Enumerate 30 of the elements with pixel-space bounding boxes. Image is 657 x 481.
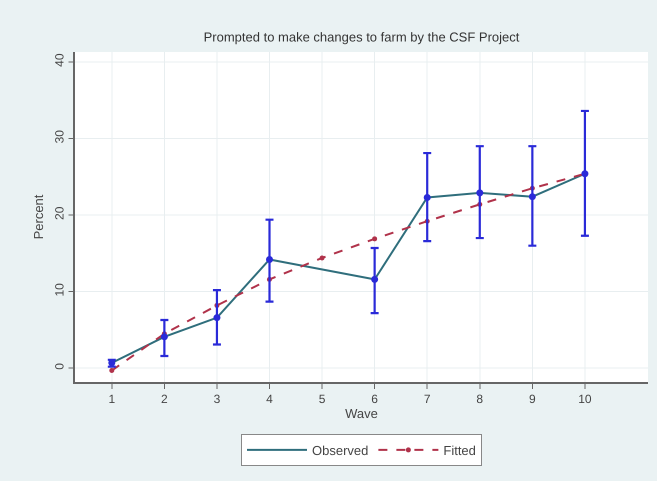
point [160, 333, 168, 340]
point [476, 189, 484, 196]
point [109, 368, 114, 374]
x-tick-label: 5 [318, 392, 326, 406]
x-axis-title: Wave [345, 406, 378, 422]
x-tick-label: 7 [424, 392, 431, 406]
y-tick-label: 10 [52, 282, 66, 297]
y-axis-title: Percent [30, 194, 46, 240]
x-tick-label: 1 [108, 392, 116, 406]
legend-label: Observed [312, 443, 368, 458]
point [424, 194, 431, 201]
legend-label: Fitted [443, 443, 476, 458]
y-tick-label: 20 [52, 206, 66, 220]
point [372, 236, 378, 242]
point [371, 276, 378, 283]
point [528, 193, 536, 200]
x-tick-label: 10 [578, 392, 592, 406]
x-tick-label: 8 [476, 392, 484, 406]
x-tick-label: 3 [214, 392, 221, 406]
x-tick-label: 9 [529, 392, 536, 406]
x-tick-label: 2 [161, 392, 168, 406]
chart-title: Prompted to make changes to farm by the CSF Project [204, 30, 520, 45]
point [266, 256, 273, 263]
point [320, 255, 325, 260]
x-tick-label: 4 [266, 392, 274, 406]
x-tick-label: 6 [371, 392, 378, 406]
y-tick-label: 0 [52, 362, 66, 370]
y-tick-label: 30 [52, 130, 66, 144]
y-tick-label: 40 [52, 53, 66, 67]
point [213, 314, 220, 322]
